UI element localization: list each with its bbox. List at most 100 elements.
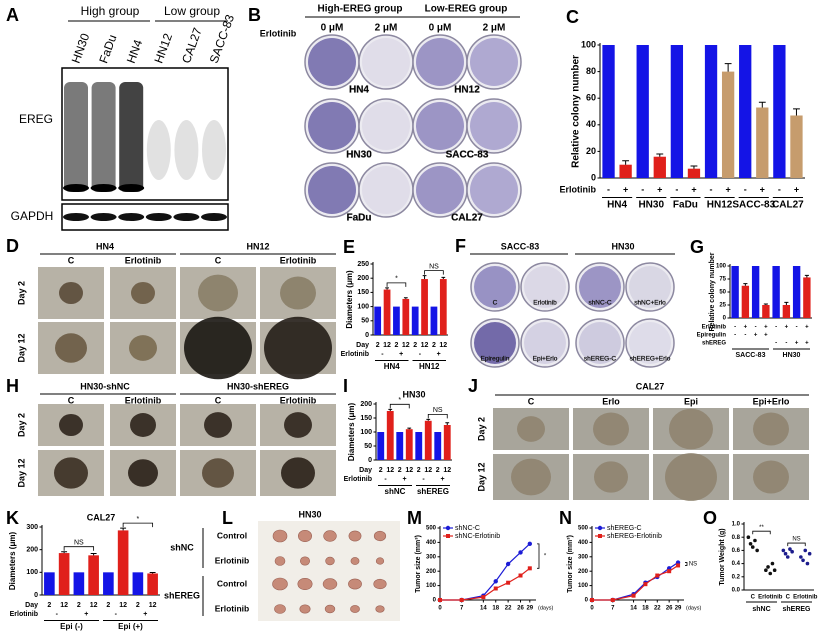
x-tick-label: 22 [654, 606, 661, 612]
group-label: HN4 [384, 362, 401, 371]
group-label: High group [81, 4, 140, 18]
band [63, 213, 89, 221]
row-label: + [785, 325, 789, 331]
group-label: FaDu [673, 200, 698, 211]
row-label: - [775, 341, 777, 347]
x-tick-label: Erlotinib [758, 595, 783, 601]
row-name: Erlotinib [10, 611, 38, 618]
plate-label: shEREG+Erlo [630, 356, 671, 363]
marker [518, 573, 523, 578]
chart-title: CAL27 [87, 512, 116, 522]
y-tick-label: 150 [357, 289, 369, 296]
group-label: Low group [164, 4, 220, 18]
bar [430, 306, 438, 335]
bar [741, 285, 750, 318]
marker [667, 569, 672, 574]
row-label: + [143, 611, 147, 618]
bar [751, 266, 760, 318]
tumor [325, 556, 335, 566]
group-label: Low-EREG group [425, 4, 508, 15]
dose-label: 2 μM [375, 23, 398, 34]
colonies [416, 166, 464, 214]
marker [518, 550, 523, 555]
group-label: HN30 [638, 200, 664, 211]
bar [756, 107, 769, 178]
row-label: 12 [424, 467, 432, 474]
group-label: HN12 [707, 200, 733, 211]
bar [803, 277, 811, 318]
spheroid [665, 453, 717, 501]
day-label: Day 2 [16, 281, 26, 305]
row-label: 2 [398, 467, 402, 474]
point [755, 548, 759, 553]
error-bar [622, 160, 630, 165]
x-tick-label: 18 [642, 606, 649, 612]
y-tick-label: 100 [578, 583, 589, 589]
y-axis-label: Tumor size (mm³) [567, 535, 574, 593]
y-tick-label: 250 [357, 261, 369, 268]
condition-label: C [215, 395, 222, 405]
point [772, 568, 777, 572]
error-bar [61, 551, 68, 554]
y-tick-label: 100 [426, 583, 437, 589]
bar [424, 420, 432, 460]
colonies [579, 266, 621, 308]
bar [687, 168, 701, 178]
condition-label: Erlotinib [280, 255, 317, 265]
bracket [63, 546, 95, 551]
tumor [350, 605, 360, 613]
row-label: 12 [402, 342, 410, 349]
error-bar [793, 108, 800, 116]
panel-letter: J [468, 376, 478, 396]
marker [527, 566, 532, 571]
error-bar [763, 303, 768, 305]
bar [103, 572, 114, 595]
point [799, 555, 803, 559]
y-tick-label: 400 [426, 540, 437, 546]
tumor [274, 556, 286, 566]
tumor [323, 530, 337, 542]
row-name: Erlotinib [702, 325, 727, 331]
band [118, 213, 145, 221]
point [805, 561, 810, 566]
error-bar [403, 297, 408, 299]
row-label: 12 [439, 342, 447, 349]
tumor [348, 578, 362, 590]
colonies [629, 266, 671, 308]
panel-letter: H [6, 376, 19, 396]
point [748, 542, 753, 546]
plate-label: shNC+Erlo [634, 300, 666, 307]
spheroid [669, 408, 713, 450]
error-bar [149, 572, 156, 574]
row-label: 2 [77, 602, 81, 609]
colonies [474, 266, 516, 308]
condition-label: Erlotinib [125, 395, 162, 405]
spheroid [128, 459, 158, 487]
spheroid [198, 274, 238, 312]
bar [772, 266, 780, 318]
bar [782, 305, 791, 318]
marker [676, 563, 681, 568]
row-label: + [691, 184, 696, 194]
row-label: 12 [405, 467, 413, 474]
row-label: + [805, 341, 809, 347]
spheroid [59, 413, 83, 437]
bar [439, 279, 447, 335]
bar [792, 266, 801, 318]
band [64, 82, 88, 192]
group-label: CAL27 [772, 200, 804, 211]
y-tick-label: 25 [719, 303, 726, 309]
y-axis-label: Tumor Weight (g) [719, 528, 726, 585]
row-label: - [641, 184, 644, 194]
y-tick-label: 80 [586, 66, 596, 76]
plate-label: Erlotinib [533, 300, 557, 307]
y-tick-label: 0 [368, 457, 372, 464]
row-label: 12 [421, 342, 429, 349]
bar [670, 45, 684, 178]
bar [117, 530, 129, 595]
legend-marker [597, 525, 603, 531]
row-label: + [795, 341, 799, 347]
legend-label: shNC-C [455, 525, 480, 532]
bar [396, 432, 404, 460]
row-label: 2 [413, 342, 417, 349]
